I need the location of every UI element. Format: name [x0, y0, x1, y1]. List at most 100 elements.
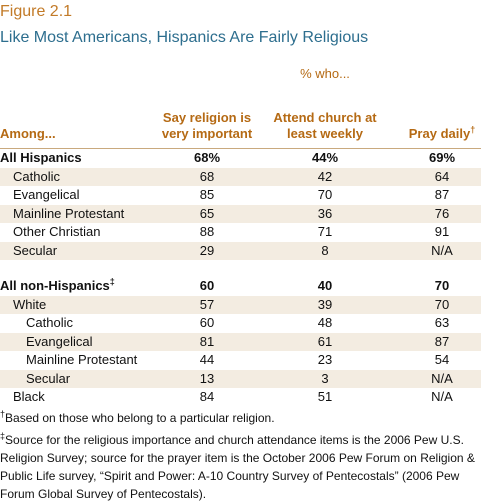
- row-label-text: White: [13, 296, 47, 312]
- value-cell: 3: [321, 370, 329, 386]
- value-cell: 29: [199, 242, 215, 258]
- table-row: Secular 29 8 N/A: [0, 241, 481, 260]
- row-label-text: Other Christian: [13, 224, 101, 239]
- value-cell: 81: [199, 333, 215, 349]
- column-header: Pray daily†: [383, 92, 481, 142]
- value-cell: 71: [317, 224, 333, 239]
- table-row: White 57 39 70: [0, 295, 481, 314]
- value-cell: 87: [434, 187, 450, 202]
- column-header-label: Say religion is very important: [161, 110, 253, 141]
- row-label-text: Mainline Protestant: [26, 352, 138, 367]
- value-cell: 70: [434, 296, 450, 312]
- table-row: Evangelical 85 70 87: [0, 186, 481, 204]
- row-label-text: Black: [13, 389, 45, 404]
- value-cell: N/A: [431, 389, 453, 404]
- row-label: Catholic: [13, 168, 60, 186]
- value-cell: 64: [434, 168, 450, 184]
- value-cell: 40: [317, 278, 333, 293]
- column-header: Attend church at least weekly: [266, 92, 384, 142]
- row-label: Catholic: [26, 314, 73, 332]
- row-label-text: All Hispanics: [0, 150, 82, 165]
- row-label-text: Evangelical: [13, 187, 80, 202]
- row-label-mark: ‡: [109, 276, 115, 287]
- row-label: Evangelical: [26, 333, 93, 351]
- row-label-text: Catholic: [26, 315, 73, 330]
- value-cell: 54: [434, 352, 450, 367]
- row-label-text: Secular: [26, 370, 71, 386]
- value-cell: N/A: [431, 370, 453, 386]
- column-header-text: Attend church at least weekly: [266, 110, 384, 142]
- footnote-text: Source for the religious importance and …: [0, 432, 475, 501]
- column-header: Say religion is very important: [148, 92, 266, 142]
- value-cell: 57: [199, 296, 215, 312]
- figure-title: Like Most Americans, Hispanics Are Fairl…: [0, 29, 369, 46]
- value-cell: 84: [199, 389, 215, 404]
- table-row: Mainline Protestant 44 23 54: [0, 351, 481, 369]
- value-cell: 87: [434, 333, 450, 349]
- footnote-text: Based on those who belong to a particula…: [5, 410, 275, 425]
- value-cell: 69%: [428, 150, 456, 165]
- row-label: Secular: [26, 370, 70, 388]
- row-label-text: Mainline Protestant: [13, 205, 125, 221]
- footnote-mark: ‡: [0, 430, 6, 441]
- table-row: Catholic 68 42 64: [0, 167, 481, 186]
- value-cell: 13: [199, 370, 215, 386]
- value-cell: 51: [317, 389, 333, 404]
- value-cell: N/A: [431, 242, 453, 258]
- row-label: Evangelical: [13, 186, 80, 204]
- row-label: Black: [13, 388, 45, 406]
- column-header-label: Pray daily: [408, 126, 471, 141]
- value-cell: 76: [434, 205, 450, 221]
- table-row: Black 84 51 N/A: [0, 388, 481, 406]
- value-cell: 85: [199, 187, 215, 202]
- value-cell: 70: [317, 187, 333, 202]
- row-label: Mainline Protestant: [13, 205, 124, 223]
- row-label: All non-Hispanics‡: [0, 277, 115, 295]
- row-label-text: All non-Hispanics: [0, 278, 110, 293]
- value-cell: 23: [317, 352, 333, 367]
- table-row: Mainline Protestant 65 36 76: [0, 204, 481, 223]
- value-cell: 44%: [311, 150, 339, 165]
- value-cell: 60: [199, 315, 215, 330]
- value-cell: 70: [434, 278, 450, 293]
- row-label: White: [13, 296, 46, 314]
- value-cell: 88: [199, 224, 215, 239]
- row-label-text: Secular: [13, 242, 58, 258]
- table-row: Evangelical 81 61 87: [0, 332, 481, 351]
- row-label-text: Evangelical: [26, 333, 93, 349]
- value-cell: 44: [199, 352, 215, 367]
- row-label: Other Christian: [13, 223, 100, 241]
- column-group-label: % who...: [300, 66, 350, 81]
- row-label: Secular: [13, 242, 57, 260]
- footnote-mark: †: [0, 408, 6, 419]
- table-row: All non-Hispanics‡ 60 40 70: [0, 277, 481, 295]
- value-cell: 65: [199, 205, 215, 221]
- value-cell: 36: [317, 205, 333, 221]
- value-cell: 48: [317, 315, 333, 330]
- value-cell: 68: [199, 168, 215, 184]
- table-row: All Hispanics 68% 44% 69%: [0, 149, 481, 167]
- table-row: Secular 13 3 N/A: [0, 369, 481, 388]
- value-cell: 91: [434, 224, 450, 239]
- value-cell: 68%: [193, 150, 221, 165]
- value-cell: 42: [317, 168, 333, 184]
- column-header-label: Attend church at least weekly: [273, 110, 377, 141]
- stub-header: Among...: [0, 126, 56, 141]
- column-header-text: Pray daily†: [408, 124, 476, 142]
- row-label: All Hispanics: [0, 149, 82, 167]
- table-row: Other Christian 88 71 91: [0, 223, 481, 241]
- figure-number: Figure 2.1: [0, 3, 73, 20]
- row-label: Mainline Protestant: [26, 351, 137, 369]
- value-cell: 60: [199, 278, 215, 293]
- header-rule: [0, 148, 481, 149]
- footnote: ‡Source for the religious importance and…: [0, 431, 481, 503]
- value-cell: 8: [321, 242, 329, 258]
- column-header-text: Say religion is very important: [148, 110, 266, 142]
- row-label-text: Catholic: [13, 168, 60, 184]
- value-cell: 63: [434, 315, 450, 330]
- footnote: †Based on those who belong to a particul…: [0, 409, 481, 427]
- table-row: Catholic 60 48 63: [0, 314, 481, 332]
- value-cell: 61: [317, 333, 333, 349]
- column-header-mark: †: [470, 124, 476, 135]
